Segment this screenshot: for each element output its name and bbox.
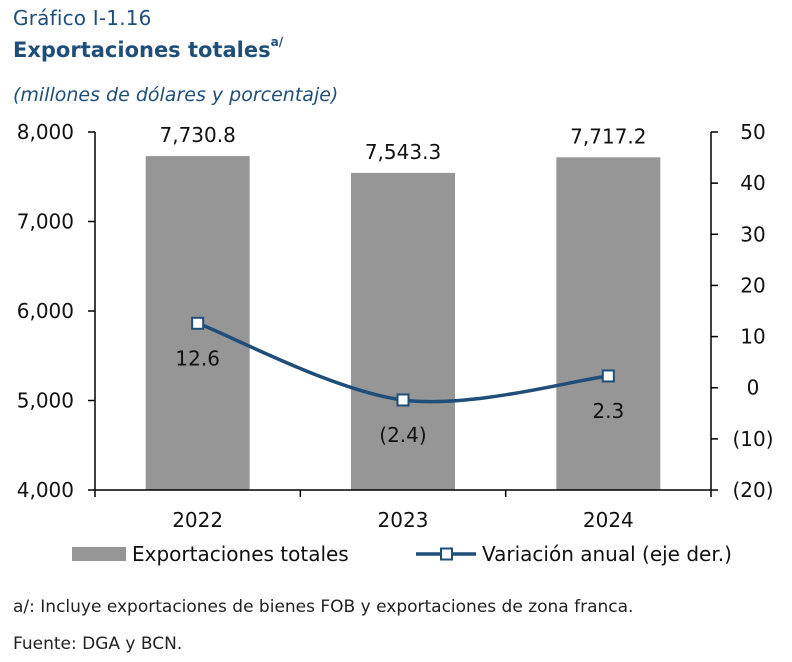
right-tick-label: 20 bbox=[740, 273, 765, 297]
line-value-label-2022: 12.6 bbox=[175, 346, 220, 370]
line-value-label-2024: 2.3 bbox=[592, 399, 624, 423]
line-marker-2022 bbox=[191, 316, 205, 330]
chart-title-text: Exportaciones totales bbox=[13, 38, 271, 62]
bar-2024 bbox=[556, 157, 661, 490]
right-tick-label: (20) bbox=[732, 478, 773, 502]
figure-label: Gráfico I-1.16 bbox=[13, 6, 152, 30]
line-marker-2023 bbox=[396, 393, 410, 407]
bar-value-label-2022: 7,730.8 bbox=[159, 123, 235, 147]
bar-value-label-2023: 7,543.3 bbox=[365, 140, 441, 164]
x-tick-label-2024: 2024 bbox=[583, 508, 634, 532]
chart-subtitle: (millones de dólares y porcentaje) bbox=[13, 84, 339, 106]
left-tick-label: 5,000 bbox=[17, 389, 74, 413]
left-tick-label: 7,000 bbox=[17, 210, 74, 234]
x-tick-label-2023: 2023 bbox=[378, 508, 429, 532]
right-tick-label: 10 bbox=[740, 325, 765, 349]
source-note: Fuente: DGA y BCN. bbox=[13, 634, 183, 654]
right-tick-label: (10) bbox=[732, 427, 773, 451]
chart-title: Exportaciones totalesa/ bbox=[13, 35, 284, 62]
legend-bar-label: Exportaciones totales bbox=[132, 542, 349, 566]
x-tick-label-2022: 2022 bbox=[172, 508, 223, 532]
right-tick-label: 30 bbox=[740, 222, 765, 246]
bar-2023 bbox=[351, 172, 455, 491]
footnote: a/: Incluye exportaciones de bienes FOB … bbox=[13, 597, 634, 617]
line-marker-2024 bbox=[601, 369, 615, 383]
right-tick-label: 50 bbox=[740, 120, 765, 144]
legend-line-marker bbox=[440, 547, 453, 561]
bar-value-label-2024: 7,717.2 bbox=[570, 124, 646, 148]
right-tick-label: 40 bbox=[740, 171, 765, 195]
legend-bar-swatch bbox=[72, 547, 126, 561]
left-tick-label: 6,000 bbox=[17, 299, 74, 323]
left-tick-label: 4,000 bbox=[17, 478, 74, 502]
line-value-label-2023: (2.4) bbox=[379, 423, 426, 447]
right-tick-label: 0 bbox=[747, 376, 760, 400]
left-tick-label: 8,000 bbox=[17, 120, 74, 144]
legend-line-label: Variación anual (eje der.) bbox=[482, 542, 732, 566]
title-footnote-marker: a/ bbox=[270, 35, 284, 49]
